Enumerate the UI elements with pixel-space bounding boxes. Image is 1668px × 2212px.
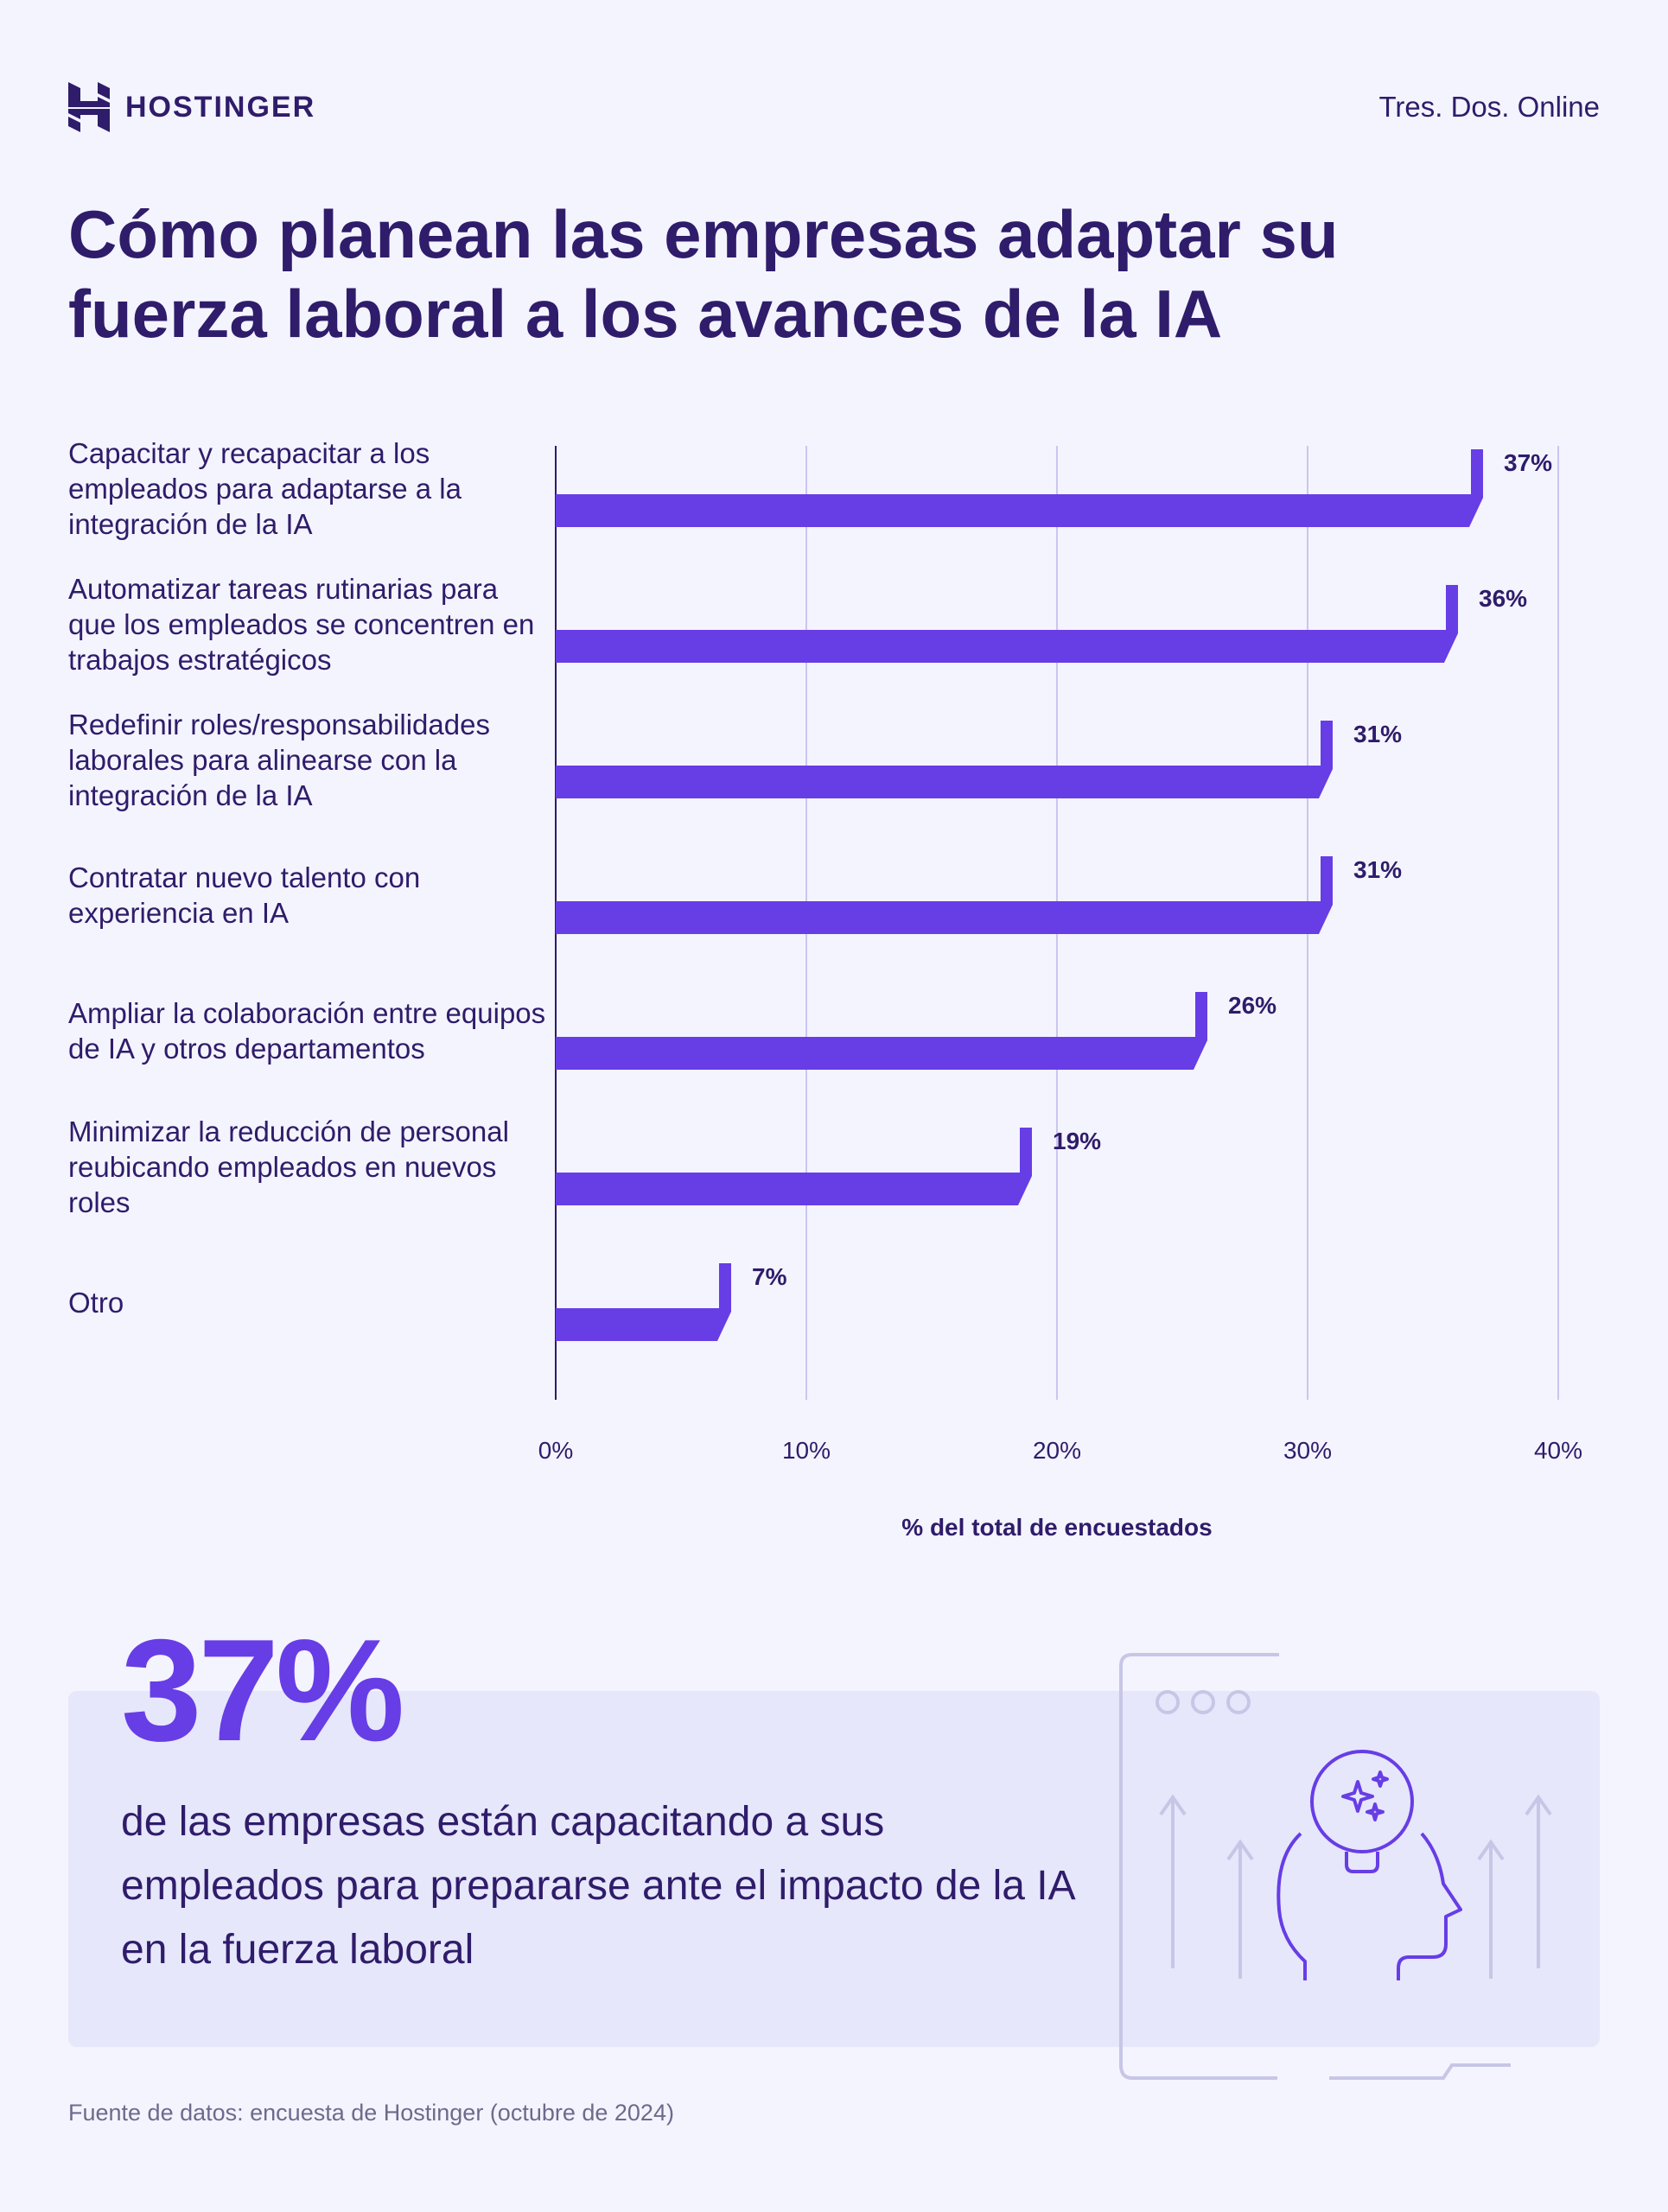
data-label: 7%	[752, 1263, 787, 1290]
category-label: Contratar nuevo talento con experiencia …	[68, 861, 421, 929]
x-tick-label: 40%	[1534, 1437, 1582, 1464]
hostinger-logo-icon	[68, 82, 110, 132]
data-label: 36%	[1479, 585, 1527, 612]
header: HOSTINGER Tres. Dos. Online	[68, 82, 1600, 134]
category-label: Redefinir roles/responsabilidades labora…	[68, 708, 490, 811]
callout-number: 37%	[121, 1609, 404, 1771]
bar	[556, 721, 1333, 798]
x-axis-title: % del total de encuestados	[901, 1514, 1213, 1541]
bar	[556, 585, 1458, 663]
bar	[556, 1263, 731, 1341]
x-tick-label: 30%	[1283, 1437, 1332, 1464]
data-label: 26%	[1228, 992, 1276, 1019]
source-note: Fuente de datos: encuesta de Hostinger (…	[68, 2100, 674, 2126]
partner-name: Tres. Dos. Online	[1378, 91, 1600, 123]
ai-head-illustration-icon	[1119, 1653, 1552, 2080]
bar	[556, 992, 1207, 1070]
category-label: Ampliar la colaboración entre equipos de…	[68, 997, 546, 1065]
callout-panel	[68, 1691, 1600, 2047]
x-tick-label: 0%	[538, 1437, 573, 1464]
bar	[556, 856, 1333, 934]
bar	[556, 1128, 1032, 1205]
bar	[556, 449, 1483, 527]
callout-text: de las empresas están capacitando a sus …	[121, 1799, 1074, 1973]
category-label: Capacitar y recapacitar a los empleados …	[68, 436, 462, 540]
x-tick-label: 10%	[782, 1437, 831, 1464]
category-label: Minimizar la reducción de personal reubi…	[68, 1115, 509, 1218]
data-label: 37%	[1504, 449, 1552, 476]
data-label: 31%	[1353, 856, 1402, 883]
page-title: Cómo planean las empresas adaptar su fue…	[68, 196, 1339, 352]
category-label: Otro	[68, 1286, 124, 1319]
data-label: 19%	[1053, 1128, 1101, 1154]
bar-chart: 0% 10% 20% 30% 40% 37% 36% 31% 31% 26% 19% 7%	[538, 446, 1582, 1464]
x-tick-label: 20%	[1033, 1437, 1081, 1464]
brand-name: HOSTINGER	[125, 90, 316, 124]
data-label: 31%	[1353, 721, 1402, 747]
category-label: Automatizar tareas rutinarias para que l…	[68, 572, 535, 676]
brand: HOSTINGER	[68, 82, 315, 132]
